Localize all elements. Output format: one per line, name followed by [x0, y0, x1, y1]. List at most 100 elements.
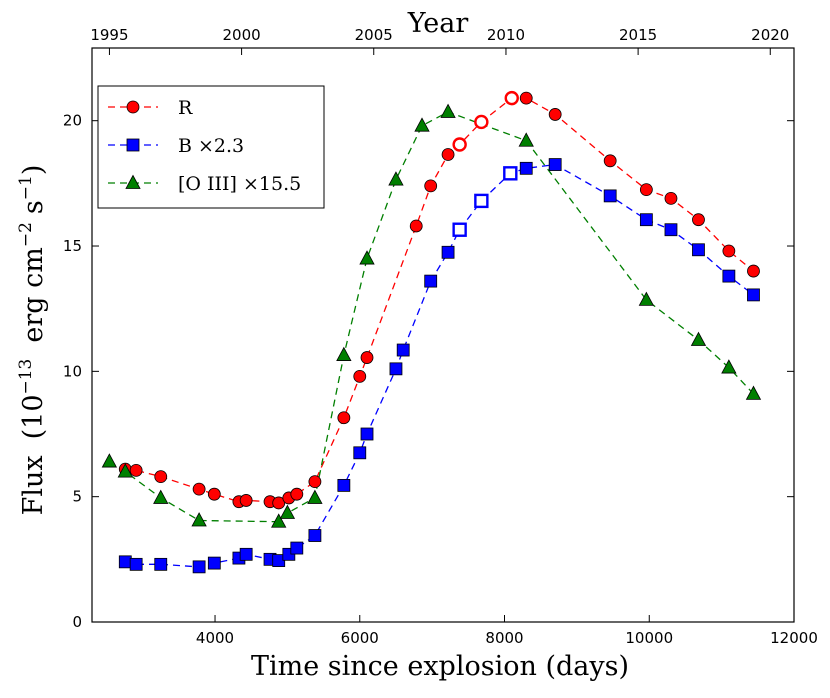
- data-point-r: [290, 487, 304, 501]
- legend-marker-b: [126, 138, 140, 152]
- y-axis-title-unit-s: s: [18, 200, 49, 214]
- data-point-b: [548, 158, 562, 171]
- top-tick-label: 2000: [222, 26, 260, 44]
- data-point-oiii: [336, 346, 352, 361]
- data-point-b: [239, 547, 253, 561]
- top-tick-label: 2015: [619, 26, 657, 44]
- top-tick-label: 1995: [90, 26, 128, 44]
- data-point-r: [239, 494, 253, 507]
- data-point-oiii: [271, 513, 287, 528]
- data-point-b: [207, 556, 221, 570]
- y-axis-title-exp3: −1: [16, 175, 36, 200]
- data-point-oiii: [690, 331, 707, 346]
- legend-marker-r: [126, 100, 140, 114]
- legend: R B ×2.3 [O III] ×15.5: [97, 85, 325, 209]
- y-tick-label: 20: [63, 112, 82, 130]
- legend-label-r: R: [178, 97, 193, 119]
- x-tick-label: 4000: [196, 629, 234, 647]
- series-markers: [101, 90, 762, 574]
- data-point-r: [337, 411, 351, 425]
- data-point-r: [192, 482, 206, 496]
- data-point-b: [389, 362, 403, 376]
- y-tick-label: 0: [72, 613, 82, 631]
- top-tick-label: 2020: [751, 26, 789, 44]
- data-point-b: [441, 245, 455, 259]
- data-point-b: [118, 555, 132, 569]
- data-point-oiii: [153, 489, 169, 504]
- data-point-r: [474, 114, 489, 130]
- data-point-oiii: [101, 453, 118, 468]
- y-axis-title-main: Flux: [18, 455, 49, 515]
- axis-ticks: 4000 6000 8000 10000 12000 0 5 10 15 20 1995 2000 20…: [63, 26, 818, 647]
- x-axis-title: Time since explosion (days): [251, 651, 629, 682]
- data-point-b: [664, 223, 678, 237]
- data-point-oiii: [307, 489, 323, 504]
- data-point-b: [722, 269, 736, 283]
- series-line-r: [125, 97, 754, 504]
- data-point-r: [504, 90, 519, 106]
- data-point-b: [503, 166, 518, 181]
- x-tick-label: 8000: [485, 629, 523, 647]
- data-point-b: [308, 529, 322, 542]
- data-point-r: [424, 179, 438, 193]
- data-point-b: [353, 446, 367, 460]
- legend-label-oiii: [O III] ×15.5: [178, 173, 301, 195]
- data-point-b: [337, 478, 351, 492]
- data-point-b: [154, 557, 168, 571]
- x-tick-label: 10000: [625, 629, 673, 647]
- data-point-r: [207, 487, 221, 501]
- data-point-r: [441, 148, 455, 161]
- data-point-oiii: [359, 250, 375, 265]
- data-point-b: [396, 343, 410, 357]
- x-tick-label: 6000: [341, 629, 379, 647]
- data-point-b: [692, 243, 705, 257]
- data-point-r: [548, 108, 562, 121]
- data-point-b: [603, 189, 617, 203]
- legend-label-b: B ×2.3: [178, 135, 244, 157]
- data-point-b: [474, 193, 489, 209]
- y-tick-label: 5: [72, 488, 82, 506]
- data-point-r: [664, 191, 678, 205]
- data-point-oiii: [440, 103, 456, 118]
- data-point-b: [519, 161, 533, 175]
- data-point-oiii: [745, 385, 762, 400]
- data-point-oiii: [414, 117, 430, 132]
- y-axis-title: Flux (10−13 erg cm−2 s−1): [16, 165, 49, 516]
- data-point-oiii: [117, 463, 133, 478]
- plot-frame: [91, 47, 795, 623]
- data-point-r: [360, 351, 374, 364]
- data-point-r: [639, 183, 653, 197]
- data-point-r: [353, 369, 367, 383]
- y-axis-title-unit-mid: erg cm: [18, 247, 49, 342]
- data-point-b: [747, 288, 760, 302]
- data-point-oiii: [191, 512, 207, 527]
- data-point-b: [424, 274, 438, 288]
- data-point-b: [129, 557, 143, 571]
- y-tick-label: 10: [63, 362, 82, 380]
- y-axis-title-exp2: −2: [16, 222, 36, 247]
- data-point-r: [452, 137, 467, 152]
- data-point-oiii: [279, 504, 296, 519]
- data-point-oiii: [638, 291, 655, 306]
- data-point-r: [692, 213, 705, 227]
- legend-marker-oiii: [125, 174, 141, 189]
- data-point-r: [409, 219, 423, 233]
- data-point-b: [192, 560, 206, 574]
- data-point-r: [747, 264, 760, 278]
- data-point-r: [519, 91, 533, 105]
- data-point-b: [360, 427, 374, 441]
- data-point-oiii: [388, 171, 404, 186]
- y-axis-title-unit-open: (10: [18, 395, 49, 440]
- top-tick-label: 2005: [355, 26, 393, 44]
- y-tick-label: 15: [63, 237, 82, 255]
- data-point-r: [603, 154, 617, 168]
- data-point-oiii: [518, 132, 534, 147]
- data-point-r: [722, 244, 736, 258]
- y-axis-title-exp1: −13: [16, 359, 36, 395]
- top-axis-title: Year: [407, 8, 469, 39]
- y-axis-title-close: ): [18, 165, 49, 176]
- data-point-r: [129, 463, 143, 477]
- data-point-r: [308, 475, 322, 489]
- top-tick-label: 2010: [487, 26, 525, 44]
